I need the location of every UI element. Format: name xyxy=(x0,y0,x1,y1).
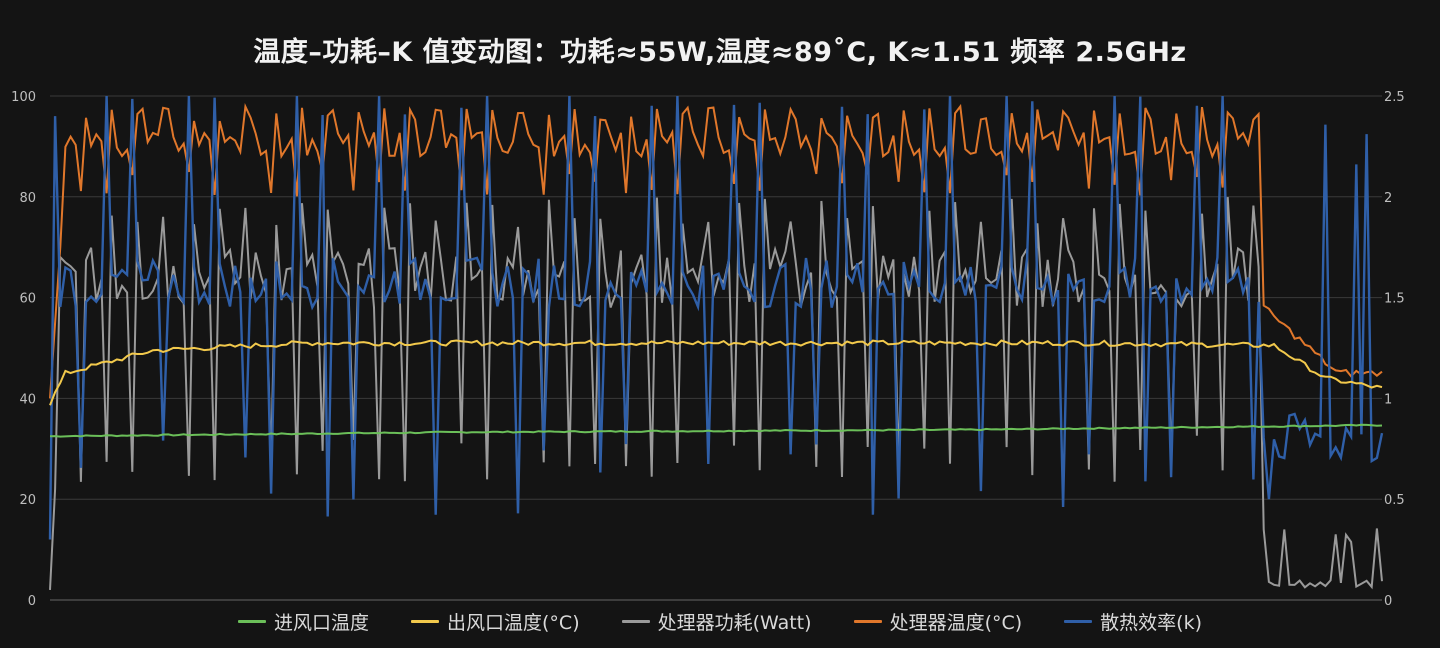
chart-title: 温度–功耗–K 值变动图：功耗≈55W,温度≈89˚C, K≈1.51 频率 2… xyxy=(253,37,1187,68)
y-tick-label-right: 1 xyxy=(1384,392,1392,407)
legend-label: 处理器功耗(Watt) xyxy=(657,612,812,634)
y-tick-label-right: 0 xyxy=(1384,594,1392,609)
legend-swatch xyxy=(411,620,440,623)
legend-swatch xyxy=(238,620,266,623)
series-line-intake xyxy=(49,423,1383,438)
y-tick-label-left: 0 xyxy=(28,594,36,609)
series-line-exhaust xyxy=(49,339,1383,406)
y-tick-label-left: 40 xyxy=(19,392,36,407)
legend-item-power: 处理器功耗(Watt) xyxy=(621,608,812,635)
legend-swatch xyxy=(1064,620,1093,623)
y-tick-label-left: 80 xyxy=(19,191,36,206)
y-tick-label-right: 2 xyxy=(1384,191,1392,206)
legend-label: 进风口温度 xyxy=(274,612,370,634)
legend-item-exhaust: 出风口温度(°C) xyxy=(411,608,580,635)
legend-item-cpu-temp: 处理器温度(°C) xyxy=(853,608,1023,635)
series-line-k xyxy=(48,95,1384,540)
legend-label: 处理器温度(°C) xyxy=(889,612,1023,634)
legend-item-k: 散热效率(k) xyxy=(1064,608,1202,635)
legend-swatch xyxy=(621,620,650,623)
y-tick-label-right: 0.5 xyxy=(1384,493,1405,508)
legend-label: 散热效率(k) xyxy=(1100,612,1202,634)
y-tick-label-left: 20 xyxy=(19,493,36,508)
y-tick-label-left: 60 xyxy=(19,292,36,307)
series-line-power xyxy=(49,197,1383,590)
series-line-cpu-temp xyxy=(49,102,1383,399)
y-tick-label-right: 1.5 xyxy=(1384,292,1405,307)
y-tick-label-left: 100 xyxy=(11,90,36,105)
legend-item-intake: 进风口温度 xyxy=(238,608,369,635)
chart-legend: 进风口温度 出风口温度(°C) 处理器功耗(Watt) 处理器温度(°C) 散热… xyxy=(0,608,1440,635)
legend-label: 出风口温度(°C) xyxy=(447,612,580,634)
legend-swatch xyxy=(853,620,882,623)
y-tick-label-right: 2.5 xyxy=(1384,90,1405,105)
